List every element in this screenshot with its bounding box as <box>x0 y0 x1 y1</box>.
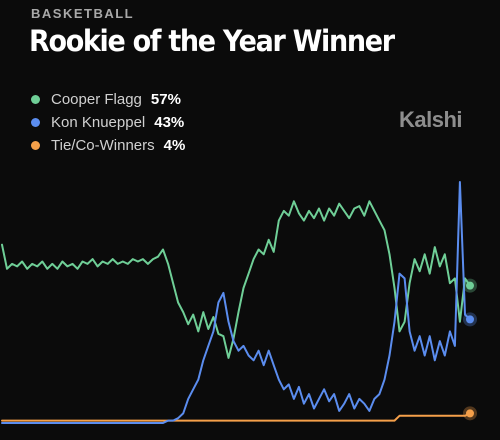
series-line-cooper-flagg <box>1 200 471 359</box>
category-label: BASKETBALL <box>31 6 135 21</box>
legend-dot-blue-icon <box>31 118 40 127</box>
legend-dot-orange-icon <box>31 141 40 150</box>
end-point-kon-knueppel <box>466 315 474 324</box>
series-line-kon-knueppel <box>1 181 471 424</box>
legend-name: Cooper Flagg <box>51 91 142 108</box>
legend-dot-green-icon <box>31 95 40 104</box>
legend-value: 4% <box>163 137 186 154</box>
chart-title: Rookie of the Year Winner <box>29 24 395 58</box>
legend-value: 57% <box>150 91 181 108</box>
legend-name: Tie/Co-Winners <box>51 137 155 154</box>
series-line-tie-co-winners <box>1 412 471 422</box>
legend-item-cooper-flagg[interactable]: Cooper Flagg 57% <box>31 88 185 111</box>
legend: Cooper Flagg 57% Kon Knueppel 43% Tie/Co… <box>31 88 185 157</box>
legend-value: 43% <box>154 114 185 131</box>
legend-item-tie-co-winners[interactable]: Tie/Co-Winners 4% <box>31 134 185 157</box>
legend-item-kon-knueppel[interactable]: Kon Knueppel 43% <box>31 111 185 134</box>
end-point-cooper-flagg <box>466 281 474 290</box>
end-point-tie-co-winners <box>466 409 474 418</box>
legend-name: Kon Knueppel <box>51 114 146 131</box>
kalshi-logo: Kalshi <box>399 107 463 132</box>
